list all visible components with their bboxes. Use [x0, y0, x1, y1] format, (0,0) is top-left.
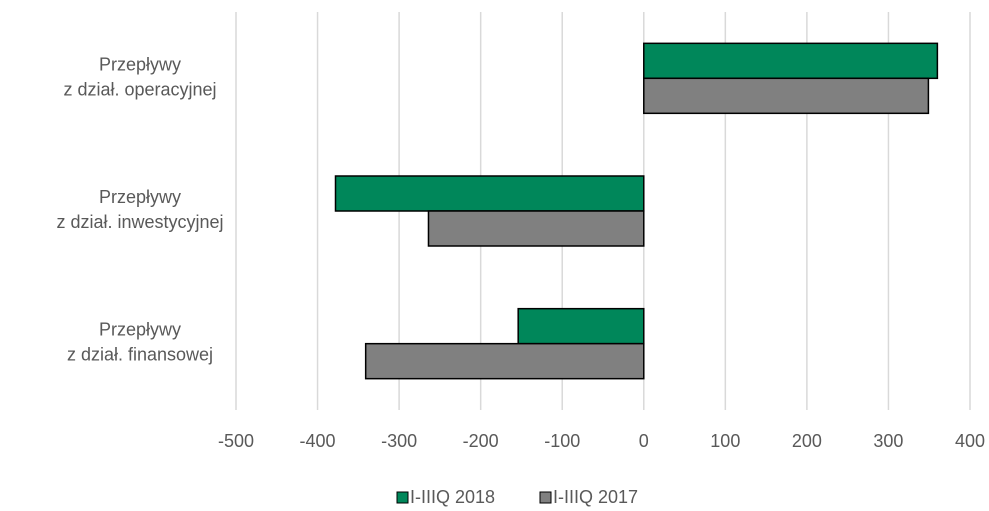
- bar-2018-cat-1: [334, 175, 645, 212]
- category-label-2: Przepływy z dział. finansowej: [67, 320, 213, 365]
- x-axis-tick-labels: -500 -400 -300 -200 -100 0 100 200 300 400: [218, 431, 985, 451]
- category-label-line: Przepływy: [99, 320, 181, 340]
- category-labels: Przepływy z dział. operacyjnej Przepływy z …: [56, 54, 223, 364]
- bar-2018-cat-2: [517, 307, 645, 345]
- x-tick-label-8: 300: [873, 431, 903, 451]
- bar-2018-cat-0: [643, 42, 939, 80]
- x-tick-label-1: -400: [300, 431, 336, 451]
- legend-swatch-0: [396, 491, 409, 504]
- bar-2017-cat-1: [427, 210, 645, 247]
- bar-2017-cat-0: [643, 77, 930, 115]
- x-tick-label-7: 200: [792, 431, 822, 451]
- category-label-line: z dział. inwestycyjnej: [56, 212, 223, 232]
- bars: [334, 42, 939, 380]
- x-tick-label-6: 100: [710, 431, 740, 451]
- x-tick-label-9: 400: [955, 431, 985, 451]
- category-label-line: z dział. operacyjnej: [63, 79, 216, 99]
- category-label-line: z dział. finansowej: [67, 345, 213, 365]
- category-label-line: Przepływy: [99, 54, 181, 74]
- x-tick-label-4: -100: [544, 431, 580, 451]
- x-tick-label-5: 0: [639, 431, 649, 451]
- legend: I-IIIQ 2018 I-IIIQ 2017: [396, 487, 638, 507]
- category-label-line: Przepływy: [99, 187, 181, 207]
- category-label-1: Przepływy z dział. inwestycyjnej: [56, 187, 223, 232]
- legend-label-0: I-IIIQ 2018: [410, 487, 495, 507]
- x-tick-label-2: -300: [381, 431, 417, 451]
- legend-swatch-1: [539, 491, 552, 504]
- bar-2017-cat-2: [364, 342, 645, 380]
- legend-label-1: I-IIIQ 2017: [553, 487, 638, 507]
- x-tick-label-3: -200: [463, 431, 499, 451]
- category-label-0: Przepływy z dział. operacyjnej: [63, 54, 216, 99]
- x-tick-label-0: -500: [218, 431, 254, 451]
